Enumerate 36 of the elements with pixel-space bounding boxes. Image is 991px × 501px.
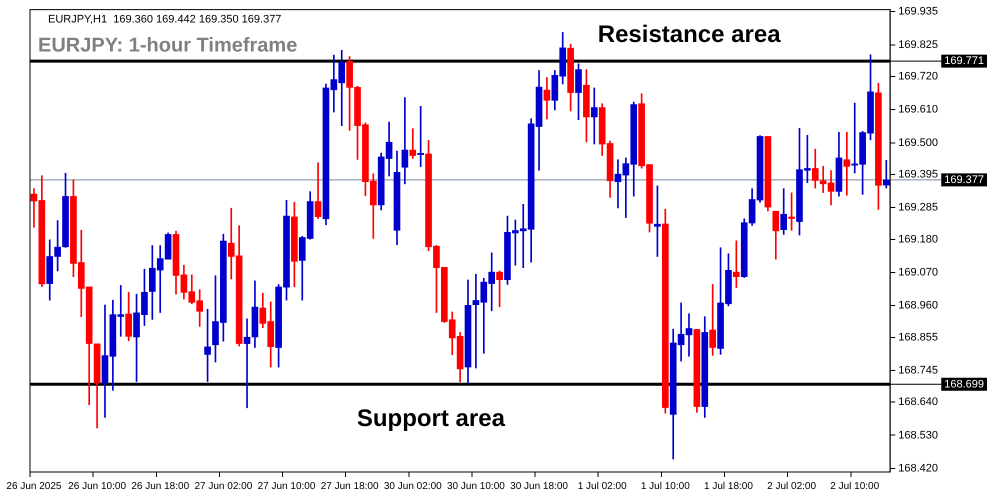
y-tick-label: 169.070 xyxy=(898,266,938,278)
x-tick-label: 1 Jul 02:00 xyxy=(578,480,628,492)
x-tick-label: 30 Jun 02:00 xyxy=(384,480,442,492)
x-tick-label: 1 Jul 18:00 xyxy=(704,480,754,492)
x-tick-label: 27 Jun 02:00 xyxy=(194,480,253,492)
x-tick-label: 30 Jun 18:00 xyxy=(510,480,568,492)
x-tick-label: 2 Jul 02:00 xyxy=(767,480,816,492)
text: EURJPY: 1-hour Timeframe xyxy=(38,34,298,57)
annotation: Support area xyxy=(356,404,506,432)
y-tick-label: 169.285 xyxy=(898,202,938,214)
annotation: Resistance area xyxy=(598,20,782,48)
y-tick-label: 169.935 xyxy=(898,6,938,18)
ref-line-label: 169.771 xyxy=(944,55,984,68)
y-tick-label: 168.745 xyxy=(898,364,938,376)
x-tick-label: 2 Jul 10:00 xyxy=(830,480,880,492)
y-tick-label: 169.500 xyxy=(898,136,938,149)
y-tick-label: 168.640 xyxy=(898,396,938,408)
y-tick-label: 169.825 xyxy=(898,38,938,51)
ref-line-label: 169.377 xyxy=(944,174,984,186)
ref-line-label: 168.699 xyxy=(944,378,984,390)
y-tick-label: 169.395 xyxy=(898,168,938,181)
y-tick-label: 168.530 xyxy=(898,429,938,442)
x-tick-label: 1 Jul 10:00 xyxy=(640,480,690,492)
x-tick-label: 27 Jun 18:00 xyxy=(320,480,379,492)
x-tick-label: 26 Jun 18:00 xyxy=(131,480,190,492)
y-tick-label: 169.720 xyxy=(898,70,938,83)
y-tick-label: 169.180 xyxy=(898,233,938,246)
x-tick-label: 26 Jun 10:00 xyxy=(68,480,126,492)
x-tick-label: 27 Jun 10:00 xyxy=(258,480,316,492)
chart-subtitle: EURJPY,H1 169.360 169.442 169.350 169.377 xyxy=(48,14,282,26)
y-tick-label: 168.420 xyxy=(898,462,938,474)
x-tick-label: 30 Jun 10:00 xyxy=(446,480,506,492)
y-tick-label: 168.855 xyxy=(898,331,938,344)
x-tick-label: 26 Jun 2025 xyxy=(6,480,62,492)
y-tick-label: 168.960 xyxy=(898,300,938,312)
y-tick-label: 169.610 xyxy=(898,104,938,116)
